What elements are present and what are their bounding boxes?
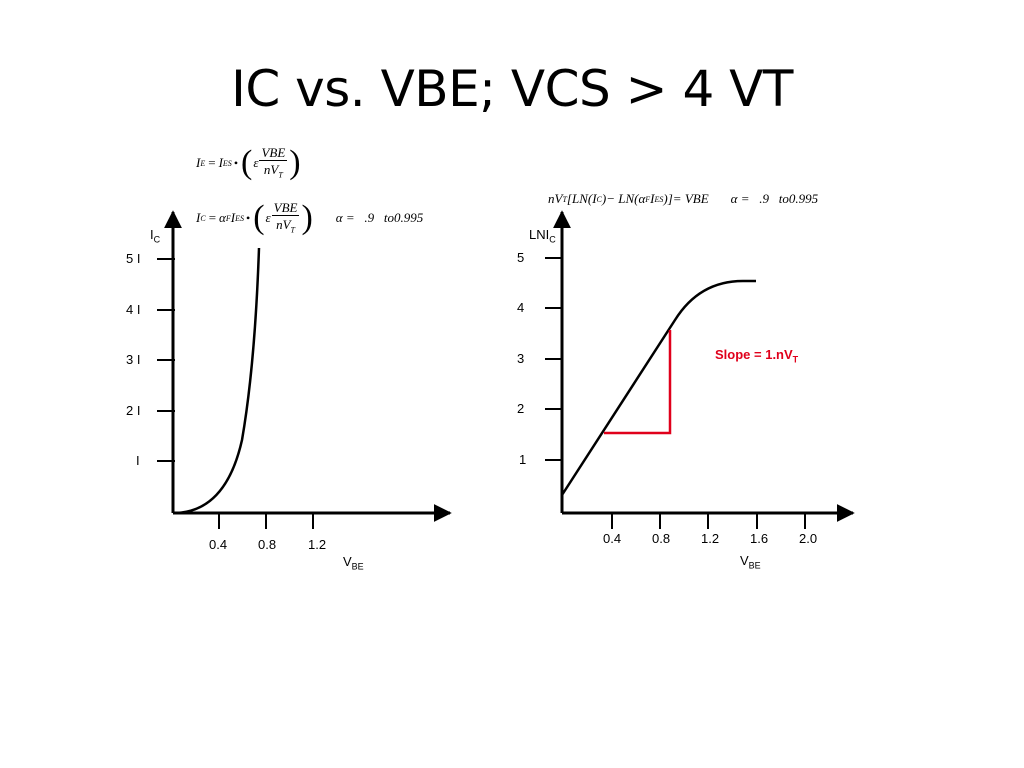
right-x-tick-label: 1.2: [701, 531, 720, 546]
left-y-tick-label: 2 I: [126, 403, 141, 418]
right-y-tick-marks: [545, 257, 563, 461]
left-x-tick-label: 1.2: [308, 537, 327, 552]
left-x-tick-marks: [218, 513, 314, 529]
left-y-tick-marks: [157, 258, 175, 462]
right-y-axis-label: LNIC: [529, 227, 556, 245]
slide-title: IC vs. VBE; VCS > 4 VT: [231, 60, 793, 118]
left-y-tick-label: 5 I: [126, 251, 141, 266]
left-x-tick-label: 0.4: [209, 537, 228, 552]
left-x-axis-label: VBE: [343, 554, 364, 572]
left-y-tick-label: 3 I: [126, 352, 141, 367]
right-y-tick-label: 5: [517, 250, 525, 265]
left-y-tick-label: I: [136, 453, 140, 468]
slope-annotation: Slope = 1.nVT: [715, 347, 799, 365]
right-x-tick-label: 0.4: [603, 531, 622, 546]
right-y-tick-label: 2: [517, 401, 525, 416]
left-exponential-curve: [175, 247, 261, 515]
right-log-curve: [560, 279, 756, 496]
right-x-tick-label: 1.6: [750, 531, 769, 546]
left-y-tick-label: 4 I: [126, 302, 141, 317]
right-y-tick-label: 1: [519, 452, 527, 467]
alpha-range-log: α = .9 to0.995: [730, 191, 819, 206]
right-y-tick-label: 4: [517, 300, 525, 315]
left-x-tick-label: 0.8: [258, 537, 277, 552]
right-y-tick-label: 3: [517, 351, 525, 366]
right-x-tick-label: 0.8: [652, 531, 671, 546]
right-x-tick-label: 2.0: [799, 531, 818, 546]
slope-triangle: [604, 330, 672, 435]
left-y-axis-label: IC: [150, 227, 161, 245]
right-x-axis-label: VBE: [740, 553, 761, 571]
alpha-range: α = .9 to0.995: [335, 210, 424, 225]
log-equation: nV T [LN(I C )− LN(α F I ES )]= VBE α = .9 t…: [548, 191, 819, 206]
right-x-tick-marks: [611, 513, 806, 529]
